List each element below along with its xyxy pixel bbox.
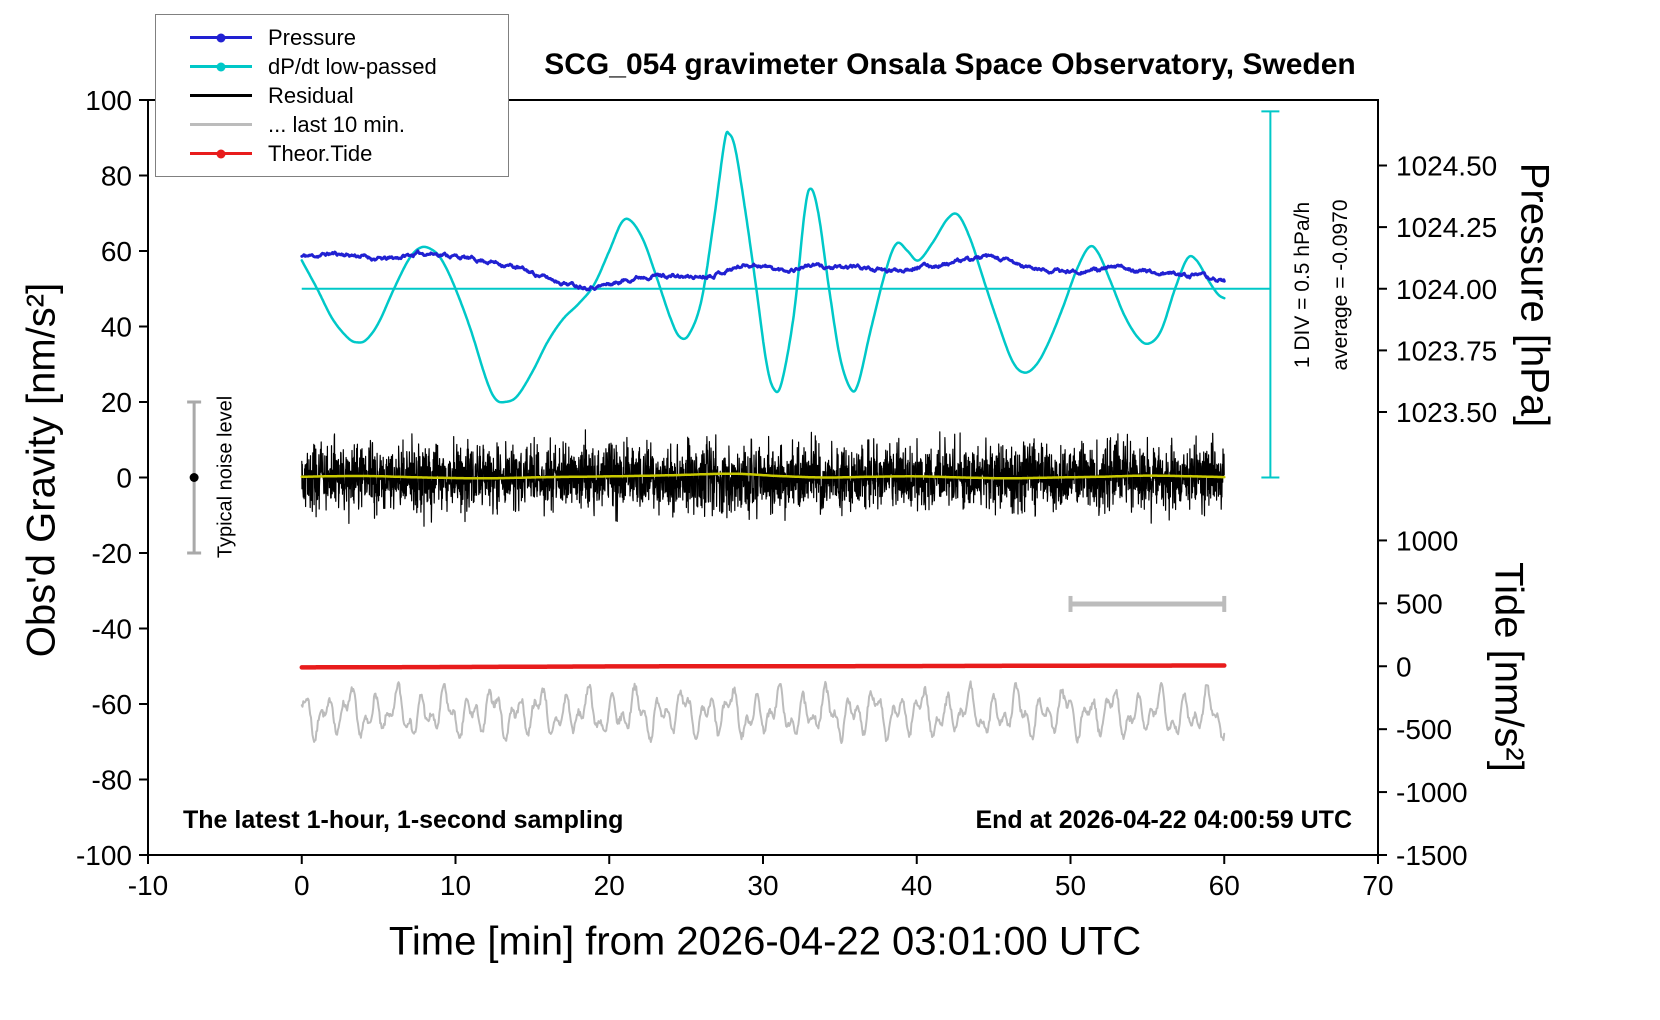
scale-note-average: average = -0.0970 [1329, 199, 1352, 371]
tide-line-marker [190, 149, 252, 158]
tide-tick-label: 0 [1396, 651, 1412, 682]
series-theor-tide [299, 663, 1227, 670]
series-residual [301, 429, 1225, 527]
tide-tick-label: -1000 [1396, 777, 1468, 808]
series-pressure [300, 249, 1226, 292]
tide-tick-label: -500 [1396, 714, 1452, 745]
pressure-dot-marker [216, 33, 226, 42]
legend-label-dpdt: dP/dt low-passed [268, 53, 437, 79]
residual-line-marker [190, 94, 252, 97]
tide-tick-label: 500 [1396, 588, 1443, 619]
last10-line-marker [190, 123, 252, 126]
legend-label-residual: Residual [268, 82, 354, 108]
tide-dot-marker [216, 149, 226, 158]
x-tick-label: 60 [1209, 870, 1240, 901]
legend: Pressure dP/dt low-passed Residual ... l… [155, 14, 509, 177]
pressure-tick-label: 1024.25 [1396, 212, 1497, 243]
x-axis-label: Time [min] from 2026-04-22 03:01:00 UTC [388, 919, 1142, 964]
end-time-note: End at 2026-04-22 04:00:59 UTC [975, 806, 1352, 834]
noise-level-label: Typical noise level [214, 395, 237, 559]
pressure-tick-label: 1024.50 [1396, 150, 1497, 181]
y-tick-label: -100 [76, 840, 132, 871]
pressure-line-marker [190, 33, 252, 42]
dpdt-line-marker [190, 62, 252, 71]
x-tick-label: 20 [594, 870, 625, 901]
legend-item-residual: Residual [156, 81, 508, 110]
y-tick-label: 100 [85, 85, 132, 116]
legend-label-last10: ... last 10 min. [268, 111, 405, 137]
y-tick-label: -80 [92, 765, 132, 796]
pressure-tick-label: 1023.50 [1396, 397, 1497, 428]
pressure-tick-label: 1023.75 [1396, 335, 1497, 366]
x-tick-label: -10 [128, 870, 168, 901]
legend-item-last10: ... last 10 min. [156, 110, 508, 139]
series-residual-mean [300, 472, 1226, 480]
y-tick-label: 80 [101, 161, 132, 192]
legend-label-tide: Theor.Tide [268, 140, 373, 166]
y-tick-label: 0 [116, 463, 132, 494]
scale-note-div: 1 DIV = 0.5 hPa/h [1291, 201, 1314, 369]
x-tick-label: 40 [901, 870, 932, 901]
legend-item-dpdt: dP/dt low-passed [156, 52, 508, 81]
x-tick-label: 70 [1362, 870, 1393, 901]
series-last-10-min [300, 680, 1226, 744]
y-tick-label: -60 [92, 689, 132, 720]
legend-item-tide: Theor.Tide [156, 139, 508, 168]
noise-level-dot [189, 473, 199, 482]
sampling-note: The latest 1-hour, 1-second sampling [183, 806, 624, 834]
y-axis-label-pressure: Pressure [hPa] [1512, 162, 1557, 428]
y-tick-label: 60 [101, 236, 132, 267]
tide-tick-label: 1000 [1396, 525, 1458, 556]
y-tick-label: -40 [92, 614, 132, 645]
series-dpdt-low-passed [300, 130, 1226, 404]
y-axis-label-gravity: Obs'd Gravity [nm/s²] [19, 282, 64, 658]
x-tick-label: 10 [440, 870, 471, 901]
dpdt-dot-marker [216, 62, 226, 71]
pressure-tick-label: 1024.00 [1396, 274, 1497, 305]
x-tick-label: 30 [747, 870, 778, 901]
y-tick-label: -20 [92, 538, 132, 569]
legend-label-pressure: Pressure [268, 24, 357, 50]
tide-tick-label: -1500 [1396, 840, 1468, 871]
y-tick-label: 20 [101, 387, 132, 418]
legend-item-pressure: Pressure [156, 23, 508, 52]
y-axis-label-tide: Tide [nm/s²] [1486, 562, 1531, 772]
x-tick-label: 0 [294, 870, 310, 901]
x-tick-label: 50 [1055, 870, 1086, 901]
y-tick-label: 40 [101, 312, 132, 343]
chart-title: SCG_054 gravimeter Onsala Space Observat… [544, 48, 1356, 81]
